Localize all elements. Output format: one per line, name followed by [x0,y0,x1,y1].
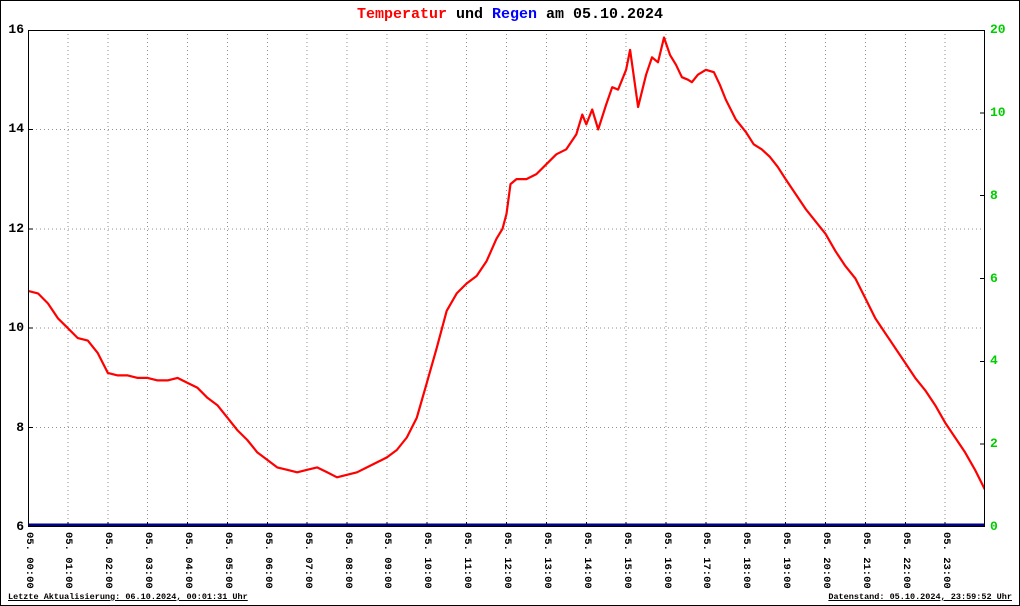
right-axis-tick-label: 20 [990,22,1006,37]
title-date: am 05.10.2024 [537,6,664,23]
x-axis-tick-label: 05. 07:00 [301,532,314,589]
x-axis-tick-label: 05. 03:00 [142,532,155,589]
right-axis-tick-label: 2 [990,436,998,452]
title-temperature-word: Temperatur [356,6,447,23]
x-axis-tick-label: 05. 00:00 [22,532,35,589]
x-axis-tick-label: 05. 22:00 [899,532,912,589]
left-axis-tick-label: 12 [8,220,24,236]
x-axis-tick-label: 05. 09:00 [381,532,394,589]
right-axis-tick-label: 10 [990,104,1006,120]
x-axis-tick-label: 05. 19:00 [780,532,793,589]
x-axis-tick-label: 05. 10:00 [421,532,434,589]
left-axis-tick-label: 16 [8,22,24,37]
x-axis-tick-label: 05. 11:00 [461,532,474,589]
chart-title: Temperatur und Regen am 05.10.2024 [0,6,1020,23]
left-axis-tick-label: 14 [8,121,24,137]
last-update-text: Letzte Aktualisierung: 06.10.2024, 00:01… [8,592,248,602]
x-axis-tick-label: 05. 20:00 [820,532,832,589]
x-axis-tick-label: 05. 05:00 [221,532,234,589]
x-axis-tick-label: 05. 17:00 [700,532,713,589]
x-axis-tick-label: 05. 04:00 [182,532,194,589]
x-axis-tick-label: 05. 12:00 [501,532,513,589]
x-axis-tick-label: 05. 23:00 [939,532,952,589]
right-axis-tick-label: 4 [990,353,998,369]
x-axis-tick-label: 05. 21:00 [859,532,872,589]
title-und-word: und [446,6,492,23]
chart-canvas [28,30,985,527]
right-axis-tick-label: 8 [990,187,998,203]
temperature-line [28,36,985,491]
data-timestamp-text: Datenstand: 05.10.2024, 23:59:52 Uhr [828,592,1012,602]
x-axis-tick-label: 05. 16:00 [660,532,673,589]
x-axis-tick-label: 05. 14:00 [580,532,593,589]
left-axis-tick-label: 10 [8,320,24,336]
x-axis-tick-label: 05. 15:00 [620,532,633,589]
x-axis-tick-label: 05. 08:00 [341,532,354,589]
x-axis-tick-label: 05. 06:00 [261,532,274,589]
right-axis-tick-label: 0 [990,519,998,534]
plot-area [28,30,985,527]
x-axis-tick-label: 05. 02:00 [102,532,115,589]
right-axis-tick-label: 6 [990,270,998,286]
x-axis-tick-label: 05. 18:00 [740,532,753,589]
x-axis-tick-label: 05. 13:00 [540,532,553,589]
left-axis-tick-label: 8 [16,419,24,435]
x-axis-tick-label: 05. 01:00 [62,532,75,589]
left-axis-tick-label: 6 [16,519,24,534]
title-rain-word: Regen [491,6,537,23]
